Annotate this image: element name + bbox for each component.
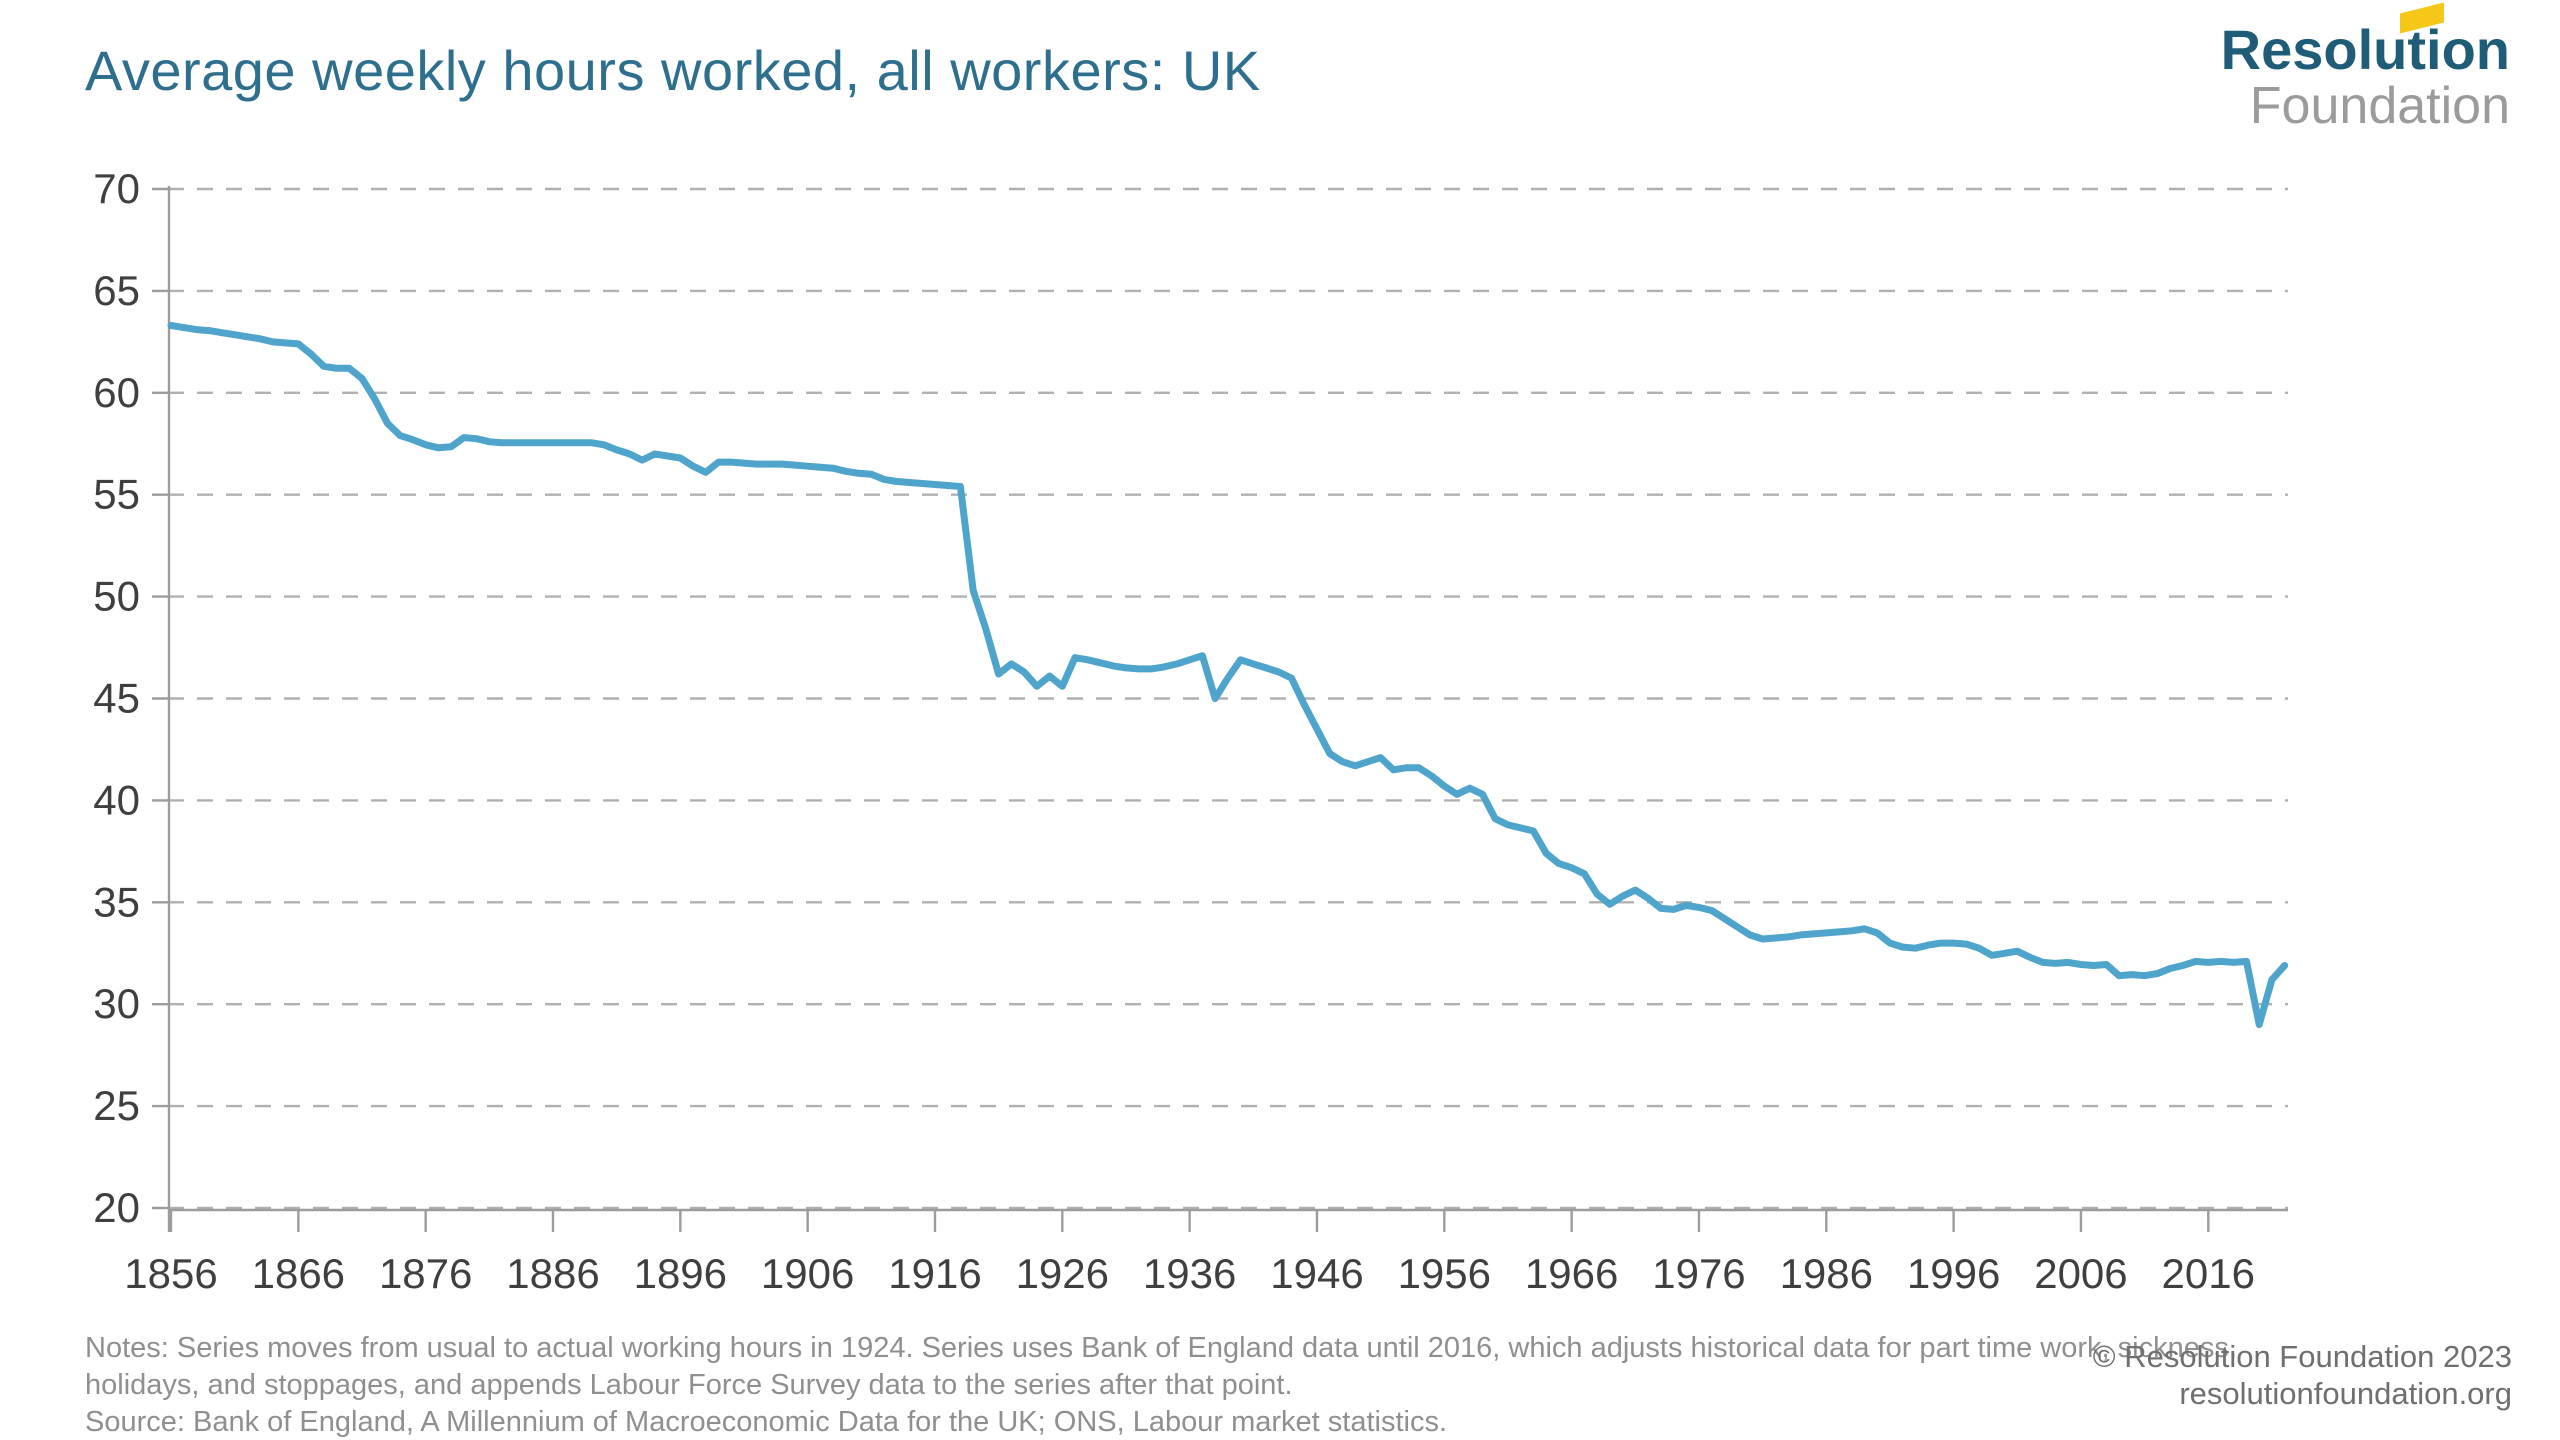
y-tick-label-55: 55 (93, 471, 140, 518)
x-tick-label-1906: 1906 (761, 1250, 854, 1297)
logo-wordmark-resolution: Resolution (2221, 2, 2510, 78)
y-tick-label-25: 25 (93, 1082, 140, 1129)
x-tick-label-1986: 1986 (1780, 1250, 1873, 1297)
x-tick-label-1876: 1876 (379, 1250, 472, 1297)
chart-title: Average weekly hours worked, all workers… (85, 39, 1261, 102)
chart-notes: Notes: Series moves from usual to actual… (85, 1330, 2237, 1440)
notes-line-2: holidays, and stoppages, and appends Lab… (85, 1369, 1293, 1402)
y-tick-label-45: 45 (93, 675, 140, 722)
notes-line-1: Notes: Series moves from usual to actual… (85, 1332, 2237, 1364)
copyright-text: © Resolution Foundation 2023 (2092, 1339, 2512, 1374)
x-tick-label-1896: 1896 (634, 1250, 727, 1297)
y-tick-label-70: 70 (93, 165, 140, 212)
x-tick-label-1936: 1936 (1143, 1250, 1236, 1297)
y-tick-label-30: 30 (93, 980, 140, 1027)
y-tick-label-50: 50 (93, 573, 140, 620)
x-tick-label-2016: 2016 (2162, 1250, 2255, 1297)
x-tick-label-1856: 1856 (124, 1250, 217, 1297)
x-tick-label-1916: 1916 (888, 1250, 981, 1297)
x-tick-label-1926: 1926 (1016, 1250, 1109, 1297)
x-tick-label-1966: 1966 (1525, 1250, 1618, 1297)
website-link[interactable]: resolutionfoundation.org (2179, 1376, 2512, 1412)
x-tick-label-1956: 1956 (1398, 1250, 1491, 1297)
x-tick-label-1886: 1886 (506, 1250, 599, 1297)
source-line: Source: Bank of England, A Millennium of… (85, 1406, 1448, 1439)
y-tick-label-60: 60 (93, 369, 140, 416)
y-tick-label-35: 35 (93, 878, 140, 925)
x-tick-label-1976: 1976 (1652, 1250, 1745, 1297)
x-tick-label-1996: 1996 (1907, 1250, 2000, 1297)
resolution-foundation-logo: Resolution Foundation (2221, 2, 2510, 135)
series-average-weekly-hours (167, 322, 2289, 1029)
x-tick-label-2006: 2006 (2034, 1250, 2127, 1297)
y-tick-label-20: 20 (93, 1184, 140, 1231)
y-tick-label-65: 65 (93, 267, 140, 314)
logo-text-resolution: Resolution (2220, 18, 2510, 81)
y-tick-label-40: 40 (93, 776, 140, 823)
logo-text-foundation: Foundation (2249, 77, 2510, 135)
x-tick-label-1866: 1866 (252, 1250, 345, 1297)
x-tick-label-1946: 1946 (1270, 1250, 1363, 1297)
footer-branding: © Resolution Foundation 2023 resolutionf… (2093, 1338, 2512, 1412)
